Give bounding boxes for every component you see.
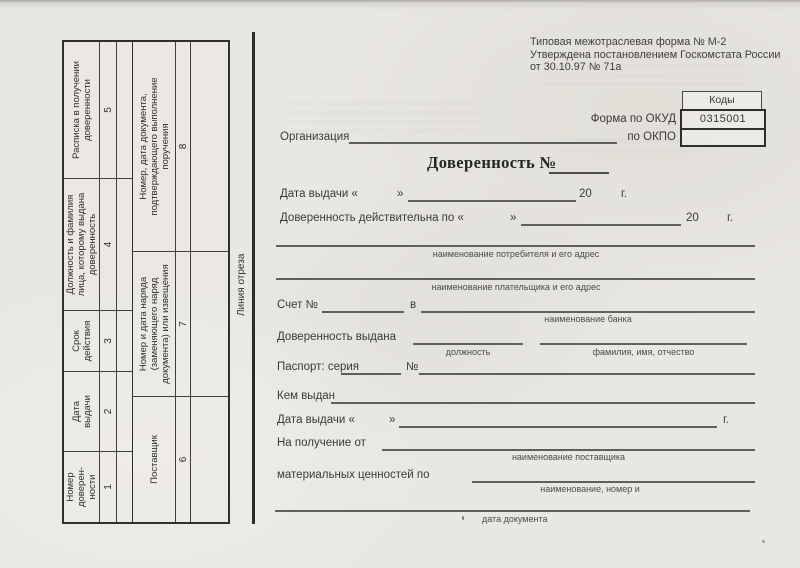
stub-header-cell: Срок действия <box>64 310 99 371</box>
passport-issuer-label: Кем выдан <box>277 390 336 402</box>
stub-empty-cell <box>117 178 132 310</box>
stub-number-cell: 5 <box>102 107 114 113</box>
doc-date-blank-line <box>275 510 750 512</box>
okpo-code-cell <box>682 130 764 145</box>
passport-date-year-suffix: г. <box>723 414 729 426</box>
stub-number-cell: 4 <box>100 178 116 310</box>
cut-line-label-wrap: Линия отреза <box>236 228 250 316</box>
stub-empty-cell <box>191 42 228 251</box>
stub-empty-cell <box>117 310 132 371</box>
name-caption: фамилия, имя, отчество <box>592 347 695 357</box>
stub-number-cell: 3 <box>100 310 116 371</box>
doc-date-caption: дата документа <box>482 514 548 524</box>
stub-number-cell: 1 <box>100 451 116 522</box>
organization-blank-line <box>349 142 617 144</box>
stub-empty-row <box>117 42 132 522</box>
stub-number-row: 1 2 3 4 5 <box>100 42 117 522</box>
account-label: Счет № <box>277 299 318 311</box>
form-title: Доверенность № <box>427 153 557 172</box>
issue-date-close-quote: » <box>397 188 404 200</box>
stub-header-cell: Поставщик <box>133 396 175 522</box>
attorney-label: Доверенность выдана <box>277 331 397 343</box>
stub-header-cell: Номер и дата наряда (заменяющего наряд д… <box>133 251 175 396</box>
valid-until-blank-line <box>521 224 681 226</box>
title-number-blank <box>549 172 609 174</box>
scan-speck <box>462 516 464 520</box>
stub-number-row: 6 7 8 <box>176 42 191 522</box>
stub-table-postavshchik: Поставщик Номер и дата наряда (заменяюще… <box>133 40 230 524</box>
issue-date-century: 20 <box>579 188 592 200</box>
okud-label: Форма по ОКУД <box>590 113 676 125</box>
document-blank-line <box>472 481 755 483</box>
stub-number-cell: 8 <box>177 143 189 150</box>
okpo-label: по ОКПО <box>627 131 676 143</box>
stub-empty-cell <box>117 451 132 522</box>
passport-number-sign: № <box>406 361 419 373</box>
account-preposition: в <box>410 299 417 311</box>
position-caption: должность <box>445 347 491 357</box>
stub-table-doverennost: Номер доверен- ности Дата выдачи Срок де… <box>62 40 133 524</box>
issue-date-blank-line <box>408 200 576 202</box>
codes-header-cell: Коды <box>682 91 762 110</box>
stub-header-cell: Дата выдачи <box>64 371 99 451</box>
form-approval-note: Типовая межотраслевая форма № М-2 Утверж… <box>530 36 798 74</box>
passport-label: Паспорт: серия <box>277 361 360 373</box>
valid-until-year-suffix: г. <box>727 212 733 224</box>
stub-header-row: Поставщик Номер и дата наряда (заменяюще… <box>133 42 176 522</box>
consumer-caption: наименование потребителя и его адрес <box>432 249 600 259</box>
account-number-blank <box>322 311 404 313</box>
stub-empty-row <box>191 42 228 522</box>
codes-box: 0315001 <box>680 109 766 147</box>
payer-blank-line <box>276 278 755 280</box>
supplier-blank-line <box>382 449 755 451</box>
stub-empty-cell <box>117 371 132 451</box>
stub-number-cell: 2 <box>100 371 116 451</box>
passport-date-blank <box>399 426 717 428</box>
organization-label: Организация <box>280 131 350 143</box>
passport-series-blank <box>341 373 401 375</box>
scan-speck <box>762 540 765 543</box>
passport-issuer-blank <box>331 402 755 404</box>
position-blank-line <box>413 343 523 345</box>
form-note-line: Утверждена постановлением Госкомстата Ро… <box>530 48 781 61</box>
form-note-line: Типовая межотраслевая форма № М-2 <box>530 36 727 48</box>
passport-date-close-quote: » <box>389 414 396 426</box>
payer-caption: наименование плательщика и его адрес <box>431 282 601 292</box>
stub-number-cell: 7 <box>176 251 190 396</box>
stub-empty-cell <box>117 42 132 178</box>
stub-header-cell: Расписка в получении доверенности <box>70 61 93 159</box>
stub-number-cell: 6 <box>176 396 190 522</box>
valid-until-century: 20 <box>686 212 699 224</box>
bank-blank-line <box>421 311 755 313</box>
stub-header-cell: Должность и фамилия лица, которому выдан… <box>64 178 99 310</box>
okud-code-cell: 0315001 <box>682 111 764 130</box>
valid-until-close-quote: » <box>510 212 517 224</box>
stub-header-cell: Номер доверен- ности <box>64 451 99 522</box>
material-values-label: материальных ценностей по <box>277 469 430 481</box>
passport-number-blank <box>419 373 755 375</box>
cut-line-label: Линия отреза <box>236 253 247 316</box>
stub-header-row: Номер доверен- ности Дата выдачи Срок де… <box>64 42 100 522</box>
form-note-line: от 30.10.97 № 71а <box>530 61 622 73</box>
cut-line <box>252 32 255 524</box>
consumer-blank-line <box>276 245 755 247</box>
supplier-caption: наименование поставщика <box>511 452 626 462</box>
stub-empty-cell <box>191 396 228 522</box>
receive-from-label: На получение от <box>277 437 366 449</box>
stub-header-cell: Номер, дата документа, подтверждающего в… <box>137 77 171 216</box>
issue-date-year-suffix: г. <box>621 188 627 200</box>
bank-caption: наименование банка <box>544 314 632 324</box>
name-blank-line <box>540 343 747 345</box>
valid-until-label: Доверенность действительна по « <box>280 212 464 224</box>
bleed-through-artifact <box>290 103 480 133</box>
document-caption: наименование, номер и <box>540 484 640 494</box>
passport-date-label: Дата выдачи « <box>277 414 355 426</box>
issue-date-label: Дата выдачи « <box>280 188 358 200</box>
stub-empty-cell <box>191 251 228 396</box>
